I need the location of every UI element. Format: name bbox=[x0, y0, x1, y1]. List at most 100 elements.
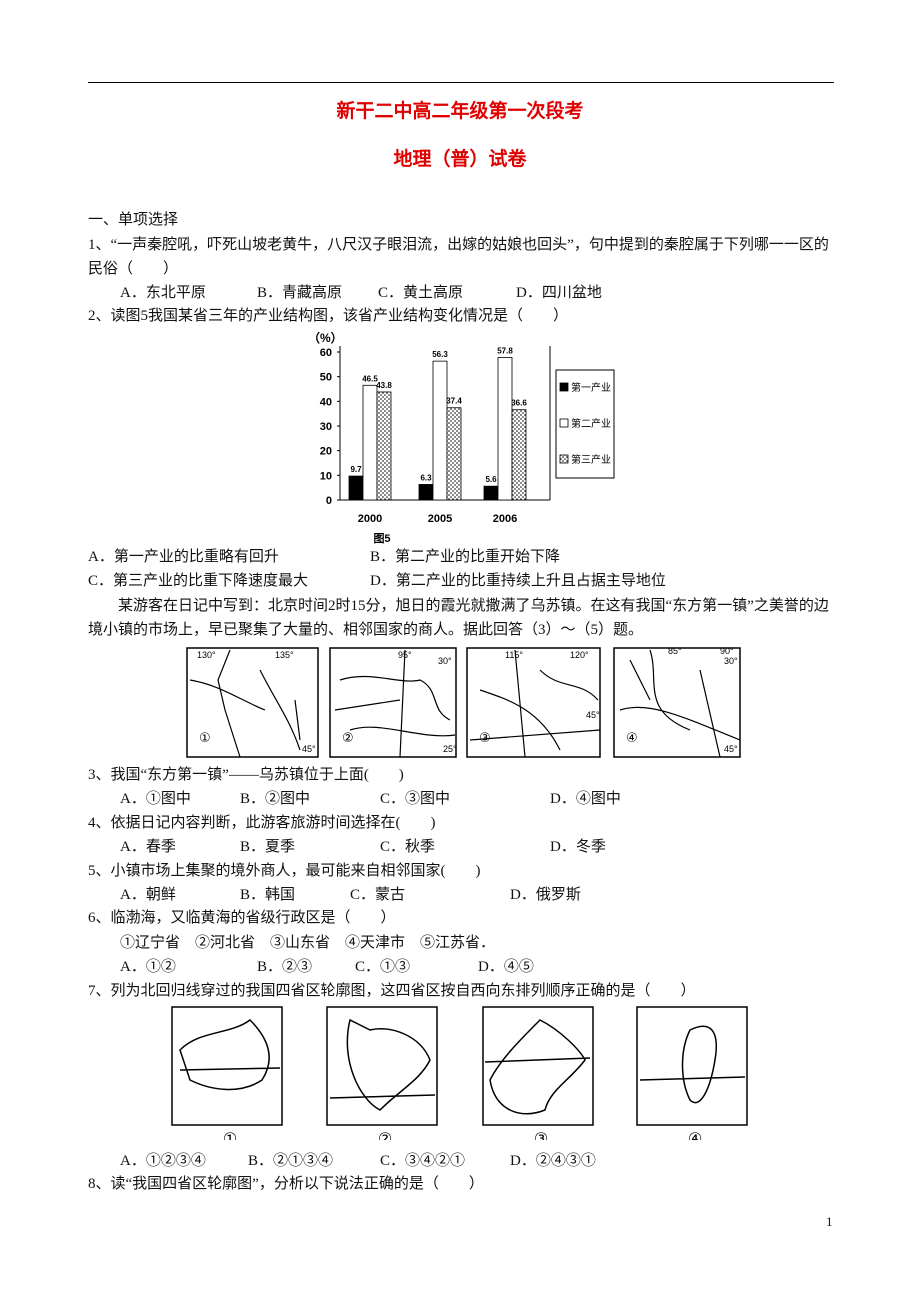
option: A．朝鲜 bbox=[120, 887, 176, 903]
map-label: ③ bbox=[479, 730, 491, 745]
value-label: 57.8 bbox=[497, 346, 513, 355]
map-frame bbox=[613, 647, 741, 758]
value-label: 56.3 bbox=[432, 350, 448, 359]
value-label: 6.3 bbox=[420, 473, 432, 482]
value-label: 37.4 bbox=[446, 397, 462, 406]
legend-swatch bbox=[559, 382, 569, 392]
y-tick-label: 60 bbox=[320, 347, 332, 359]
bar bbox=[511, 409, 527, 501]
map-outline bbox=[189, 649, 301, 758]
option: B．②图中 bbox=[240, 791, 311, 807]
y-tick-label: 20 bbox=[320, 446, 332, 458]
option: B．第二产业的比重开始下降 bbox=[370, 549, 561, 565]
top-rule bbox=[88, 82, 834, 83]
option: D．俄罗斯 bbox=[510, 887, 581, 903]
legend-swatch bbox=[559, 454, 569, 464]
question-stem: 8、读“我国四省区轮廓图”，分析以下说法正确的是（ ） bbox=[88, 1176, 484, 1192]
option: C．③④②① bbox=[380, 1153, 466, 1169]
section: 一、单项选择 bbox=[88, 212, 179, 228]
question-stem: 3、我国“东方第一镇”——乌苏镇位于上面( ) bbox=[88, 767, 404, 783]
choices: ①辽宁省 ②河北省 ③山东省 ④天津市 ⑤江苏省． bbox=[120, 935, 496, 951]
bar bbox=[362, 384, 378, 501]
value-label: 5.6 bbox=[485, 475, 497, 484]
map-coordinate: 135° bbox=[275, 650, 294, 660]
bar bbox=[497, 357, 513, 501]
y-tick-label: 30 bbox=[320, 421, 332, 433]
option: B．夏季 bbox=[240, 839, 296, 855]
province-label: ② bbox=[378, 1131, 392, 1140]
map-coordinate: 85° bbox=[668, 646, 682, 656]
map-coordinate: 90° bbox=[720, 646, 734, 656]
option: B．②③ bbox=[257, 959, 313, 975]
map-coordinate: 115° bbox=[505, 650, 523, 660]
value-label: 9.7 bbox=[350, 465, 362, 474]
option: A．东北平原 bbox=[120, 285, 206, 301]
bar bbox=[376, 391, 392, 501]
y-tick-label: 50 bbox=[320, 372, 332, 384]
y-tick-label: 40 bbox=[320, 396, 332, 408]
option: C．第三产业的比重下降速度最大 bbox=[88, 573, 309, 589]
map-label: ② bbox=[342, 730, 354, 745]
map-frame bbox=[186, 647, 319, 758]
x-tick-label: 2000 bbox=[358, 513, 382, 525]
map-outline bbox=[469, 649, 601, 758]
map-coordinate: 45° bbox=[724, 744, 738, 754]
bar bbox=[348, 475, 364, 501]
map-coordinate: 30° bbox=[724, 656, 738, 666]
province-outline bbox=[484, 1019, 591, 1115]
maps: 130° 135° 45° ① 95° 30° 25° ② 115° 120° 45° ③ 85° 90°… bbox=[171, 646, 748, 1140]
legend-label: 第二产业 bbox=[571, 417, 611, 430]
option: C．蒙古 bbox=[350, 887, 406, 903]
legend-label: 第三产业 bbox=[571, 453, 611, 466]
bar bbox=[446, 407, 462, 501]
question-stem: 4、依据日记内容判断，此游客旅游时间选择在( ) bbox=[88, 815, 436, 831]
title: 新干二中高二年级第一次段考 bbox=[336, 101, 584, 122]
province-label: ① bbox=[223, 1131, 237, 1140]
legend-swatch bbox=[559, 418, 569, 428]
option: A．①② bbox=[120, 959, 176, 975]
map-label: ④ bbox=[626, 730, 638, 745]
value-label: 36.6 bbox=[511, 399, 527, 408]
option: B．②①③④ bbox=[248, 1153, 334, 1169]
x-tick-label: 2005 bbox=[428, 513, 452, 525]
province-outline bbox=[179, 1019, 281, 1091]
option: B．青藏高原 bbox=[257, 285, 343, 301]
option: D．四川盆地 bbox=[516, 285, 602, 301]
option: A．①②③④ bbox=[120, 1153, 206, 1169]
bar bbox=[418, 484, 434, 501]
map-label: ① bbox=[199, 730, 211, 745]
question-stem: 7、列为北回归线穿过的我国四省区轮廓图，这四省区按自西向东排列顺序正确的是（ ） bbox=[88, 983, 696, 999]
y-tick-label: 0 bbox=[326, 495, 332, 507]
chart: （%） 0 10 20 30 40 50 60 2000 9.7 46.543.8 2005 6.3 56… bbox=[308, 330, 615, 545]
page-number: 1 bbox=[826, 1214, 833, 1229]
province-frame bbox=[482, 1006, 594, 1126]
y-axis-label: （%） bbox=[308, 330, 343, 345]
bar bbox=[432, 360, 448, 501]
map-outline bbox=[334, 649, 456, 758]
map-coordinate: 30° bbox=[438, 656, 452, 666]
option: D．第二产业的比重持续上升且占据主导地位 bbox=[370, 573, 666, 589]
option: A．第一产业的比重略有回升 bbox=[88, 549, 279, 565]
map-outline bbox=[619, 649, 741, 758]
question-stem: 5、小镇市场上集聚的境外商人，最可能来自相邻国家( ) bbox=[88, 863, 481, 879]
option: D．④图中 bbox=[550, 791, 621, 807]
map-coordinate: 45° bbox=[586, 710, 600, 720]
question-stem: 6、临渤海，又临黄海的省级行政区是（ ） bbox=[88, 910, 396, 926]
option: A．①图中 bbox=[120, 791, 191, 807]
legend-label: 第一产业 bbox=[571, 381, 611, 394]
province-outline bbox=[639, 1025, 746, 1104]
map-coordinate: 95° bbox=[398, 650, 412, 660]
option: C．③图中 bbox=[380, 791, 451, 807]
y-tick-label: 10 bbox=[320, 470, 332, 482]
subtitle: 地理（普）试卷 bbox=[393, 149, 527, 170]
map-coordinate: 25° bbox=[443, 744, 457, 754]
option: C．秋季 bbox=[380, 839, 436, 855]
x-tick-label: 2006 bbox=[493, 513, 517, 525]
map-coordinate: 45° bbox=[302, 744, 316, 754]
province-label: ③ bbox=[534, 1131, 548, 1140]
province-label: ④ bbox=[688, 1131, 702, 1140]
province-frame bbox=[171, 1006, 283, 1126]
province-frame bbox=[636, 1006, 748, 1126]
value-label: 46.5 bbox=[362, 374, 378, 383]
map-frame bbox=[329, 647, 457, 758]
